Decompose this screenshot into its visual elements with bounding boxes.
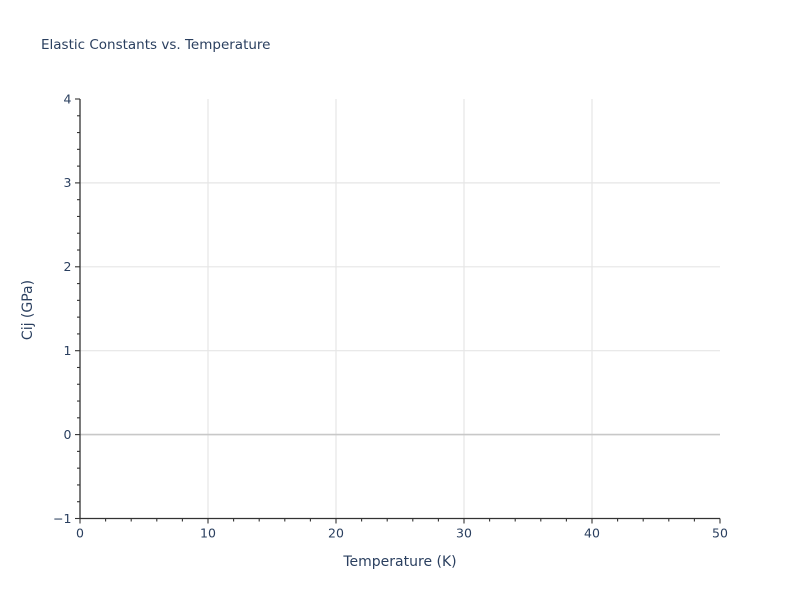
x-axis-title: Temperature (K) [343, 554, 457, 570]
y-tick-label: 2 [64, 259, 72, 274]
y-tick-label: 3 [64, 175, 72, 190]
chart-title: Elastic Constants vs. Temperature [41, 37, 271, 53]
x-tick-label: 20 [328, 526, 344, 541]
y-tick-label: 1 [64, 343, 72, 358]
x-tick-label: 0 [76, 526, 84, 541]
y-tick-label: 4 [64, 91, 72, 106]
x-tick-label: 10 [200, 526, 216, 541]
y-tick-label: 0 [64, 427, 72, 442]
y-tick-label: −1 [53, 511, 71, 526]
x-tick-label: 40 [584, 526, 600, 541]
y-axis-title: Cij (GPa) [20, 279, 36, 341]
x-tick-label: 50 [712, 526, 728, 541]
x-tick-label: 30 [456, 526, 472, 541]
